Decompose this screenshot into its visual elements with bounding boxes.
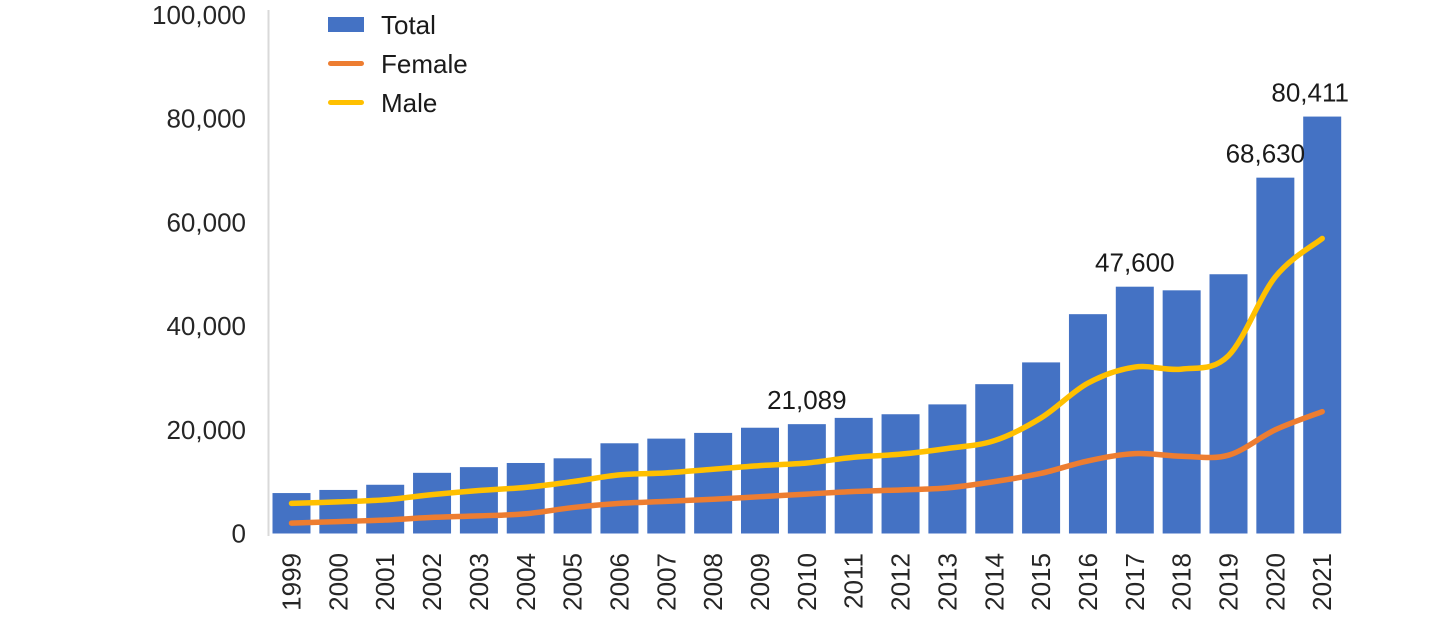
bar-2019 [1209,274,1248,534]
x-tick-label-2003: 2003 [464,553,494,611]
bar-2003 [459,467,498,534]
x-tick-label-2005: 2005 [558,553,588,611]
x-tick-label-2016: 2016 [1073,553,1103,611]
x-tick-label-2021: 2021 [1307,553,1337,611]
female-line [288,408,1325,526]
legend-label-female: Female [381,48,468,79]
bar-2021 [1303,116,1342,534]
x-tick-label-2014: 2014 [979,553,1009,611]
x-tick-label-2011: 2011 [839,553,869,609]
bar-2014 [975,384,1014,534]
bar-2001 [366,484,405,534]
bar-2008 [694,432,733,534]
legend-item-total: Total [328,5,468,44]
x-tick-label-2008: 2008 [698,553,728,611]
x-tick-label-2009: 2009 [745,553,775,611]
legend-swatch-female-icon [328,61,364,66]
bar-1999 [272,493,311,534]
y-tick-label: 60,000 [166,207,246,237]
y-tick-label: 0 [232,519,246,549]
bar-2009 [741,427,779,534]
x-tick-label-2020: 2020 [1260,553,1290,611]
y-tick-label: 40,000 [166,311,246,341]
x-tick-label-2019: 2019 [1214,553,1244,611]
legend: Total Female Male [328,5,468,122]
x-tick-label-2018: 2018 [1167,553,1197,611]
legend-label-male: Male [381,87,438,118]
legend-swatch-total-icon [328,17,364,32]
bar-2006 [600,443,639,534]
bar-2000 [319,489,358,534]
bar-2012 [881,414,920,534]
bar-2020 [1256,177,1295,534]
bar-2005 [553,458,592,534]
data-label-2021: 80,411 [1271,78,1349,108]
bar-2011 [834,417,873,534]
bar-2007 [647,438,686,534]
x-tick-label-2006: 2006 [604,553,634,611]
x-tick-label-2000: 2000 [323,553,353,611]
x-tick-label-2012: 2012 [886,553,916,611]
data-label-2020: 68,630 [1226,139,1306,169]
legend-label-total: Total [381,9,436,40]
y-tick-label: 80,000 [166,104,246,134]
x-tick-label-2010: 2010 [792,553,822,611]
x-tick-label-2017: 2017 [1120,553,1150,611]
bar-2016 [1068,314,1107,534]
x-tick-label-2001: 2001 [370,553,400,611]
legend-swatch-male-icon [328,100,364,105]
bar-2010 [787,424,826,534]
y-tick-label: 20,000 [166,415,246,445]
data-label-2017: 47,600 [1095,248,1175,278]
bar-2018 [1162,290,1201,534]
bar-2004 [506,462,545,534]
x-tick-label-2013: 2013 [932,553,962,611]
bar-2017 [1115,286,1154,534]
x-tick-label-1999: 1999 [277,553,307,611]
bar-2013 [928,404,967,534]
male-line [288,235,1325,507]
y-tick-label: 100,000 [152,0,246,30]
x-tick-label-2007: 2007 [651,553,681,611]
bar-2015 [1022,362,1061,534]
data-label-2010: 21,089 [767,385,847,415]
x-tick-label-2002: 2002 [417,553,447,611]
bar-2002 [413,472,452,534]
x-tick-label-2015: 2015 [1026,553,1056,611]
legend-item-male: Male [328,83,468,122]
x-tick-label-2004: 2004 [511,553,541,611]
legend-item-female: Female [328,44,468,83]
